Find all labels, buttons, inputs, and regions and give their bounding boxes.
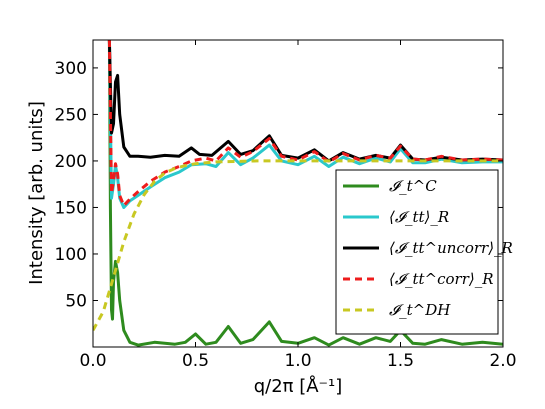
x-axis-title: q/2π [Å⁻¹]: [254, 375, 343, 397]
legend-label-4: ⟨𝓘_tt^corr⟩_R: [389, 270, 494, 288]
ticks-layer: 0.0 0.5 1.0 1.5 2.0 50 100 150 200 250 300: [55, 40, 517, 371]
y-axis-title: Intensity [arb. units]: [26, 101, 47, 285]
y-tick-label: 200: [55, 152, 87, 172]
y-tick-label: 250: [55, 105, 87, 125]
series-line-2: [107, 40, 503, 209]
series-line-5: [93, 159, 503, 332]
x-tick-label: 0.0: [79, 351, 106, 371]
legend-label-3: ⟨𝓘_tt^uncorr⟩_R: [389, 239, 513, 257]
x-tick-label: 1.5: [387, 351, 414, 371]
x-tick-label: 1.0: [284, 351, 311, 371]
y-tick-label: 300: [55, 59, 87, 79]
legend-entries: 𝓘_t^C ⟨𝓘_tt⟩_R ⟨𝓘_tt^uncorr⟩_R ⟨𝓘_tt^corr⟩_…: [343, 177, 513, 319]
legend-label-1: 𝓘_t^C: [389, 177, 437, 195]
legend-label-2: ⟨𝓘_tt⟩_R: [389, 208, 449, 226]
y-tick-label: 100: [55, 245, 87, 265]
legend-box: [335, 169, 499, 335]
y-tick-label: 50: [65, 291, 87, 311]
legend-label-5: 𝓘_t^DH: [389, 301, 451, 319]
legend: 𝓘_t^C ⟨𝓘_tt⟩_R ⟨𝓘_tt^uncorr⟩_R ⟨𝓘_tt^corr⟩_…: [335, 169, 513, 335]
x-tick-label: 2.0: [489, 351, 516, 371]
x-tick-label: 0.5: [182, 351, 209, 371]
y-tick-label: 150: [55, 198, 87, 218]
series-line-4: [107, 40, 503, 208]
